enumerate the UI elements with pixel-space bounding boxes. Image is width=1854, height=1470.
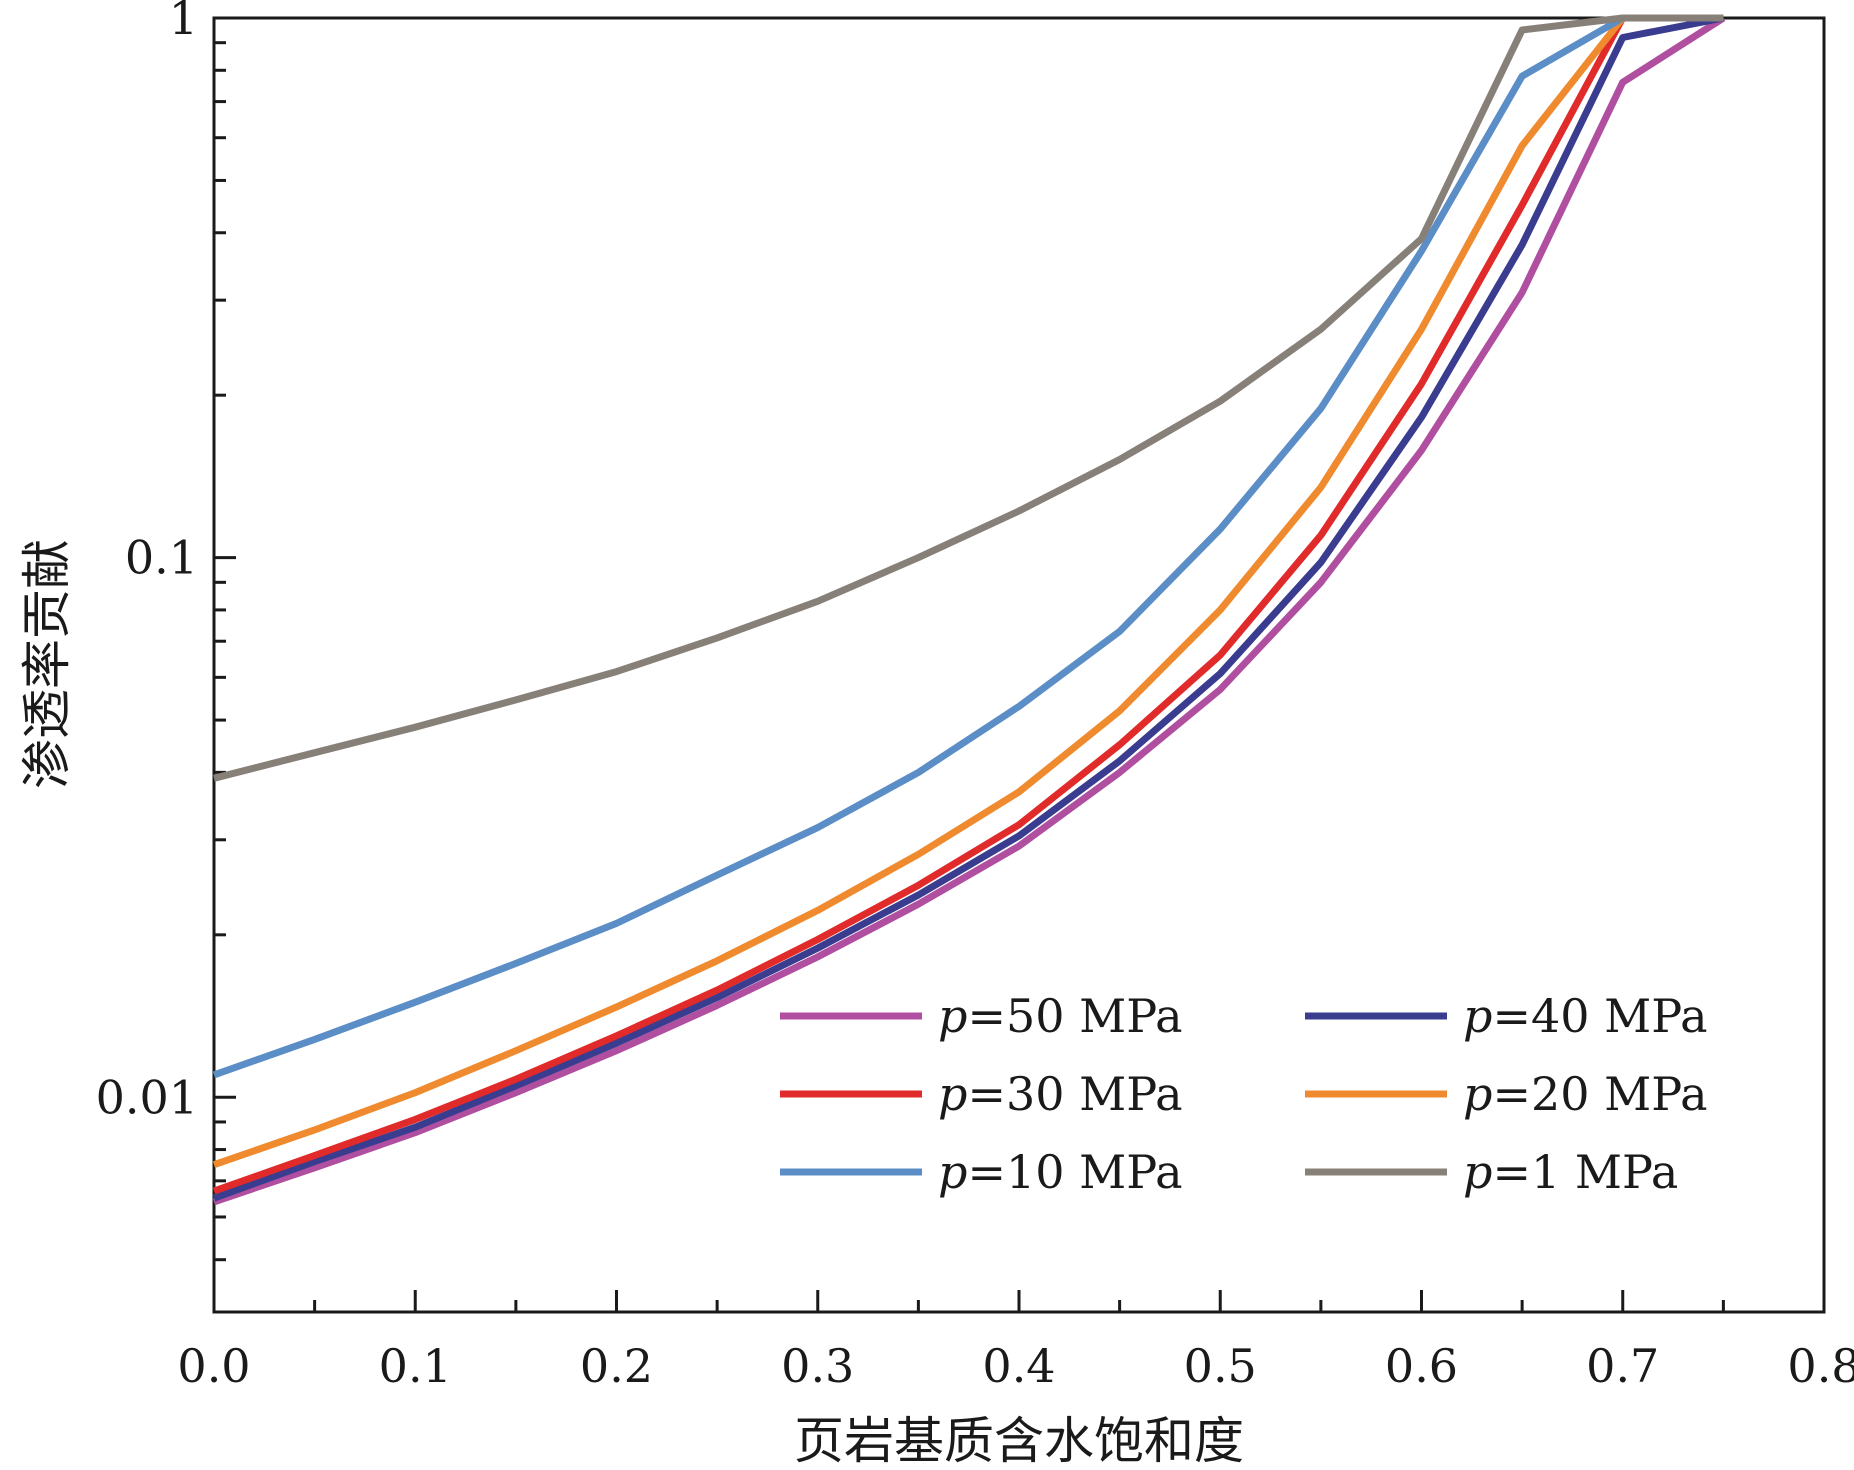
x-tick-labels: 0.0 0.1 0.2 0.3 0.4 0.5 0.6 0.7 0.8 [177, 1339, 1854, 1393]
legend-label: p=1 MPa [1463, 1145, 1678, 1199]
y-tick-label: 1 [169, 0, 198, 45]
legend: p=50 MPa p=40 MPa p=30 MPa p=20 MPa p=10 MPa… [780, 989, 1708, 1199]
series-line [212, 14, 1724, 1169]
x-tick-label: 0.3 [781, 1339, 854, 1393]
series-line [212, 14, 1724, 1195]
legend-label: p=30 MPa [938, 1067, 1183, 1121]
legend-label: p=40 MPa [1463, 989, 1708, 1043]
series-line [212, 14, 1724, 1079]
x-tick-label: 0.2 [580, 1339, 653, 1393]
x-tick-label: 0.7 [1586, 1339, 1659, 1393]
legend-label: p=50 MPa [938, 989, 1183, 1043]
legend-label: p=10 MPa [938, 1145, 1183, 1199]
y-tick-label: 0.1 [125, 531, 198, 585]
series-line [213, 14, 1724, 782]
y-tick-label: 0.01 [96, 1070, 198, 1124]
x-axis-title: 页岩基质含水饱和度 [794, 1412, 1244, 1470]
series-line [212, 15, 1726, 1206]
x-tick-label: 0.5 [1184, 1339, 1257, 1393]
axis-ticks [212, 16, 1826, 1314]
y-axis-title: 渗透率贡献 [18, 539, 76, 789]
x-tick-label: 0.6 [1385, 1339, 1458, 1393]
x-tick-label: 0.0 [177, 1339, 250, 1393]
series-line [212, 14, 1725, 1202]
x-tick-label: 0.1 [379, 1339, 452, 1393]
y-tick-labels: 0.01 0.1 1 [96, 0, 198, 1124]
series-layer [212, 14, 1726, 1206]
x-tick-label: 0.8 [1787, 1339, 1854, 1393]
legend-label: p=20 MPa [1463, 1067, 1708, 1121]
x-tick-label: 0.4 [982, 1339, 1055, 1393]
